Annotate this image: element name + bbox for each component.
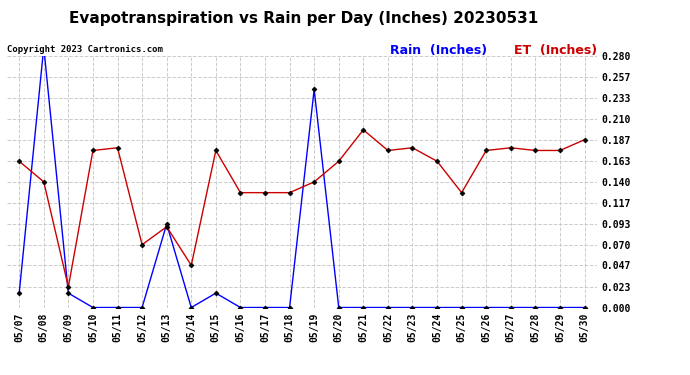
Text: ET  (Inches): ET (Inches) (514, 44, 597, 57)
Text: Evapotranspiration vs Rain per Day (Inches) 20230531: Evapotranspiration vs Rain per Day (Inch… (69, 11, 538, 26)
Text: Rain  (Inches): Rain (Inches) (390, 44, 487, 57)
Text: Copyright 2023 Cartronics.com: Copyright 2023 Cartronics.com (7, 45, 163, 54)
